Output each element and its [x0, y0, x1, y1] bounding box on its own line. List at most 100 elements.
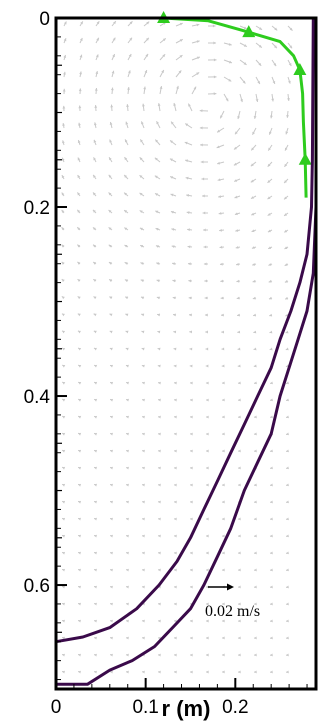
velocity-vector-head [236, 279, 240, 283]
velocity-vector-head [110, 483, 113, 487]
velocity-vector-head [270, 398, 273, 402]
velocity-vector-head [176, 85, 179, 89]
velocity-vector-head [269, 313, 273, 317]
velocity-vector-head [206, 449, 209, 453]
velocity-vector-head [95, 71, 99, 74]
velocity-vector-head [186, 194, 190, 197]
velocity-vector-head [234, 131, 238, 135]
velocity-vector-head [111, 70, 115, 74]
velocity-vector-head [61, 261, 65, 265]
velocity-vector-head [238, 398, 241, 402]
velocity-vector-head [78, 619, 81, 623]
velocity-vector-head [144, 70, 148, 74]
velocity-vector-head [243, 44, 247, 47]
velocity-vector-head [253, 364, 257, 368]
velocity-vector-head [174, 585, 177, 589]
velocity-vector-head [270, 636, 273, 640]
velocity-vector-head [288, 63, 292, 67]
velocity-vector-head [238, 466, 241, 470]
series-marker-0 [298, 152, 312, 165]
velocity-vector-head [174, 551, 177, 555]
velocity-vector-head [187, 245, 191, 249]
velocity-vector-head [126, 517, 129, 521]
velocity-vector-head [259, 27, 263, 30]
velocity-vector-head [270, 585, 273, 589]
velocity-vector-head [217, 178, 221, 182]
velocity-vector-head [112, 37, 116, 41]
velocity-vector-head [174, 636, 177, 640]
velocity-vector-head [199, 126, 203, 130]
velocity-vector-head [174, 568, 177, 572]
velocity-vector-head [140, 279, 144, 283]
velocity-vector-head [174, 449, 177, 453]
velocity-vector-head [108, 262, 112, 265]
velocity-vector-head [94, 670, 97, 674]
velocity-vector-head [270, 449, 273, 453]
velocity-vector-head [78, 466, 82, 470]
velocity-vector-head [158, 381, 161, 385]
velocity-vector-head [63, 54, 67, 58]
velocity-vector-head [96, 37, 99, 41]
velocity-vector-head [108, 209, 112, 213]
velocity-vector-head [286, 483, 289, 487]
velocity-vector-head [272, 80, 276, 84]
velocity-vector-head [268, 263, 272, 266]
velocity-vector-head [221, 381, 225, 385]
velocity-vector-head [172, 296, 176, 300]
velocity-vector-head [78, 88, 82, 92]
velocity-vector-head [196, 23, 200, 27]
velocity-vector-head [94, 381, 98, 385]
velocity-vector-head [109, 157, 112, 161]
velocity-vector-head [77, 157, 81, 161]
velocity-vector-head [78, 602, 81, 606]
velocity-vector-head [173, 381, 177, 385]
velocity-vector-head [220, 115, 223, 119]
velocity-vector-head [93, 262, 97, 265]
velocity-vector-head [270, 517, 273, 521]
velocity-vector-head [267, 179, 271, 183]
velocity-vector-head [252, 262, 256, 266]
velocity-vector-head [221, 330, 224, 334]
velocity-vector-head [217, 161, 221, 165]
velocity-vector-head [169, 158, 173, 162]
velocity-vector-head [77, 244, 81, 248]
velocity-vector-head [206, 432, 209, 436]
velocity-vector-head [170, 210, 174, 214]
velocity-vector-head [189, 364, 193, 368]
velocity-vector-head [228, 60, 232, 64]
velocity-vector-head [139, 175, 143, 178]
velocity-vector-head [236, 296, 240, 300]
velocity-vector-head [94, 432, 98, 436]
velocity-vector-head [174, 670, 177, 674]
velocity-vector-head [286, 381, 290, 385]
velocity-vector-head [77, 313, 81, 317]
velocity-vector-head [238, 653, 241, 657]
velocity-vector-head [109, 279, 113, 282]
velocity-vector-head [284, 147, 288, 151]
velocity-vector-head [238, 636, 241, 640]
velocity-vector-head [219, 245, 223, 249]
velocity-vector-head [270, 568, 273, 572]
velocity-vector-head [94, 619, 97, 623]
velocity-vector-head [142, 568, 145, 572]
plot-frame [54, 16, 318, 691]
velocity-vector-head [234, 195, 238, 199]
velocity-vector-head [62, 602, 66, 606]
velocity-vector-head [254, 500, 257, 504]
reference-vector-arrowhead [227, 583, 234, 591]
velocity-vector-head [112, 54, 115, 58]
velocity-vector-head [139, 192, 143, 196]
velocity-vector-head [93, 157, 97, 161]
velocity-vector-head [61, 296, 65, 300]
velocity-vector-head [222, 602, 225, 606]
velocity-vector-head [213, 41, 217, 45]
velocity-vector-head [78, 517, 82, 521]
velocity-vector-head [222, 534, 225, 538]
velocity-vector-head [124, 279, 128, 282]
velocity-vector-head [171, 228, 175, 231]
velocity-vector-head [125, 121, 129, 125]
velocity-vector-head [94, 449, 98, 453]
velocity-vector-head [63, 71, 66, 75]
velocity-vector-head [204, 313, 208, 317]
velocity-vector-head [142, 517, 145, 521]
